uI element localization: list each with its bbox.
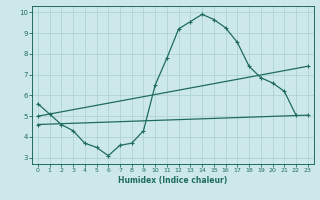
X-axis label: Humidex (Indice chaleur): Humidex (Indice chaleur) (118, 176, 228, 185)
